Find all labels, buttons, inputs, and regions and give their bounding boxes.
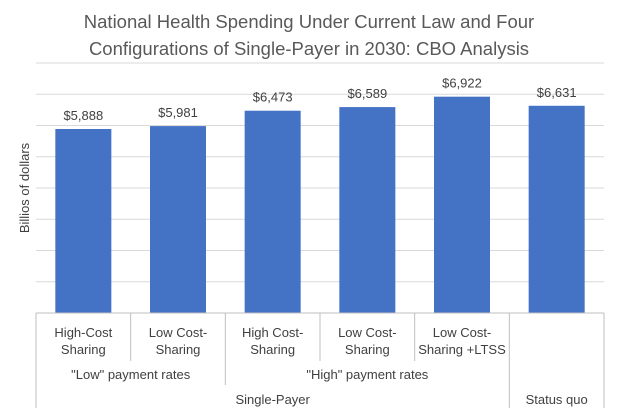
bar: [339, 107, 396, 313]
x-tick-label: High-Cost: [54, 325, 112, 340]
chart-title-line-1: National Health Spending Under Current L…: [83, 11, 535, 32]
group-label-scenario: Status quo: [526, 392, 588, 407]
y-axis-label: Billios of dollars: [17, 142, 32, 233]
x-tick-label: Sharing: [61, 342, 106, 357]
group-label-payment-rates: "Low" payment rates: [71, 367, 191, 382]
bar: [55, 129, 112, 313]
x-tick-label: Low Cost-: [338, 325, 397, 340]
data-label: $6,473: [253, 90, 293, 105]
x-tick-label: High Cost-: [242, 325, 303, 340]
chart-title-line-2: Configurations of Single-Payer in 2030: …: [88, 38, 530, 59]
bar: [150, 126, 206, 313]
bar: [244, 110, 301, 313]
x-tick-label: Sharing: [156, 342, 201, 357]
data-label: $6,631: [537, 85, 577, 100]
data-label: $6,589: [347, 86, 387, 101]
chart-title: National Health Spending Under Current L…: [0, 8, 618, 62]
bar: [528, 105, 585, 313]
x-tick-label: Sharing: [250, 342, 295, 357]
x-tick-label: Low Cost-: [433, 325, 492, 340]
data-label: $5,888: [63, 108, 103, 123]
data-label: $5,981: [158, 105, 198, 120]
bar: [434, 96, 490, 313]
x-tick-label: Sharing: [345, 342, 390, 357]
x-tick-label: Sharing +LTSS: [418, 342, 506, 357]
x-tick-label: Low Cost-: [149, 325, 208, 340]
group-label-scenario: Single-Payer: [235, 392, 310, 407]
data-label: $6,922: [442, 76, 482, 91]
group-label-payment-rates: "High" payment rates: [306, 367, 428, 382]
